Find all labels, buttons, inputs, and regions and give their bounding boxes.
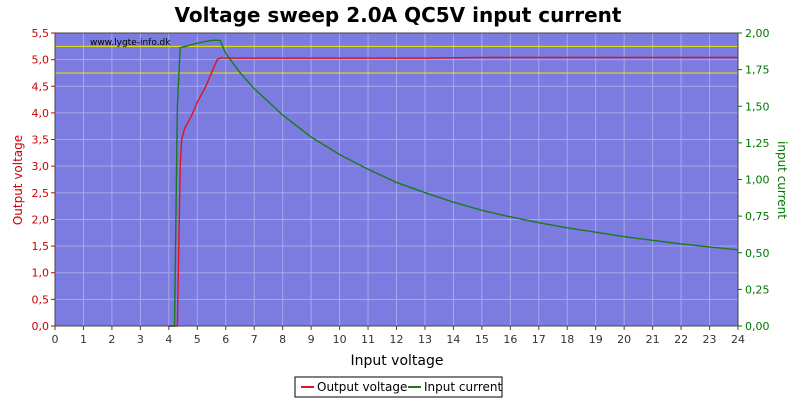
legend: Output voltage Input current [294,376,503,398]
y-right-tick-label: 0,75 [745,210,770,223]
y-left-tick-label: 2,0 [32,213,50,226]
x-axis-title: Input voltage [350,353,443,369]
y-right-axis-title: input current [775,141,789,219]
y-left-tick-label: 4,5 [32,80,50,93]
x-tick-label: 0 [52,333,59,346]
x-tick-label: 14 [446,333,460,346]
series-layer [168,39,739,327]
x-tick-label: 3 [137,333,144,346]
y-right-axis-ticks: 0,00 0,25 0,50 0,75 1,00 1,25 1,50 1,75 2,00 [738,27,770,333]
x-tick-label: 19 [589,333,603,346]
y-left-tick-label: 1,5 [32,240,50,253]
y-right-tick-label: 1,25 [745,137,770,150]
x-tick-label: 11 [361,333,375,346]
y-right-tick-label: 0,00 [745,320,770,333]
legend-box [294,376,503,398]
x-tick-label: 4 [165,333,172,346]
x-tick-label: 17 [532,333,546,346]
series-output-voltage-line [168,56,738,327]
x-tick-label: 5 [194,333,201,346]
y-left-tick-label: 0,5 [32,293,50,306]
grid-lines [55,33,738,326]
y-left-tick-label: 2,5 [32,187,50,200]
reference-lines [55,45,738,74]
x-tick-label: 8 [279,333,286,346]
y-left-tick-label: 5,5 [32,27,50,40]
x-tick-label: 18 [560,333,574,346]
x-tick-label: 21 [646,333,660,346]
x-axis-ticks: 0 1 2 3 4 5 6 7 8 9 10 11 12 13 14 15 16 17 18 19 20 21 22 23 24 [52,326,745,346]
y-right-tick-label: 1,75 [745,64,770,77]
y-left-tick-label: 1,0 [32,267,50,280]
y-right-tick-label: 1,00 [745,174,770,187]
x-tick-label: 20 [617,333,631,346]
y-left-axis-ticks: 0,0 0,5 1,0 1,5 2,0 2,5 3,0 3,5 4,0 4,5 5,0 5,5 [32,27,55,333]
x-tick-label: 1 [80,333,87,346]
watermark: www.lygte-info.dk [90,38,171,48]
x-tick-label: 2 [108,333,115,346]
x-tick-label: 24 [731,333,745,346]
y-left-tick-label: 4,0 [32,107,50,120]
chart-title: Voltage sweep 2.0A QC5V input current [175,3,622,27]
x-tick-label: 6 [222,333,229,346]
x-tick-label: 16 [503,333,517,346]
y-left-axis-title: Output voltage [11,135,25,225]
y-right-tick-label: 1,50 [745,100,770,113]
y-right-tick-label: 0,50 [745,247,770,260]
x-tick-label: 22 [674,333,688,346]
series-input-current-line [168,39,739,327]
legend-label-output-voltage: Output voltage [317,380,407,394]
y-left-tick-label: 5,0 [32,54,50,67]
y-left-tick-label: 3,0 [32,160,50,173]
y-right-tick-label: 0,25 [745,283,770,296]
x-tick-label: 12 [390,333,404,346]
x-tick-label: 9 [308,333,315,346]
x-tick-label: 7 [251,333,258,346]
x-tick-label: 10 [333,333,347,346]
y-left-tick-label: 0,0 [32,320,50,333]
legend-label-input-current: Input current [424,380,502,394]
x-tick-label: 23 [703,333,717,346]
x-tick-label: 13 [418,333,432,346]
y-left-tick-label: 3,5 [32,134,50,147]
x-tick-label: 15 [475,333,489,346]
y-right-tick-label: 2,00 [745,27,770,40]
